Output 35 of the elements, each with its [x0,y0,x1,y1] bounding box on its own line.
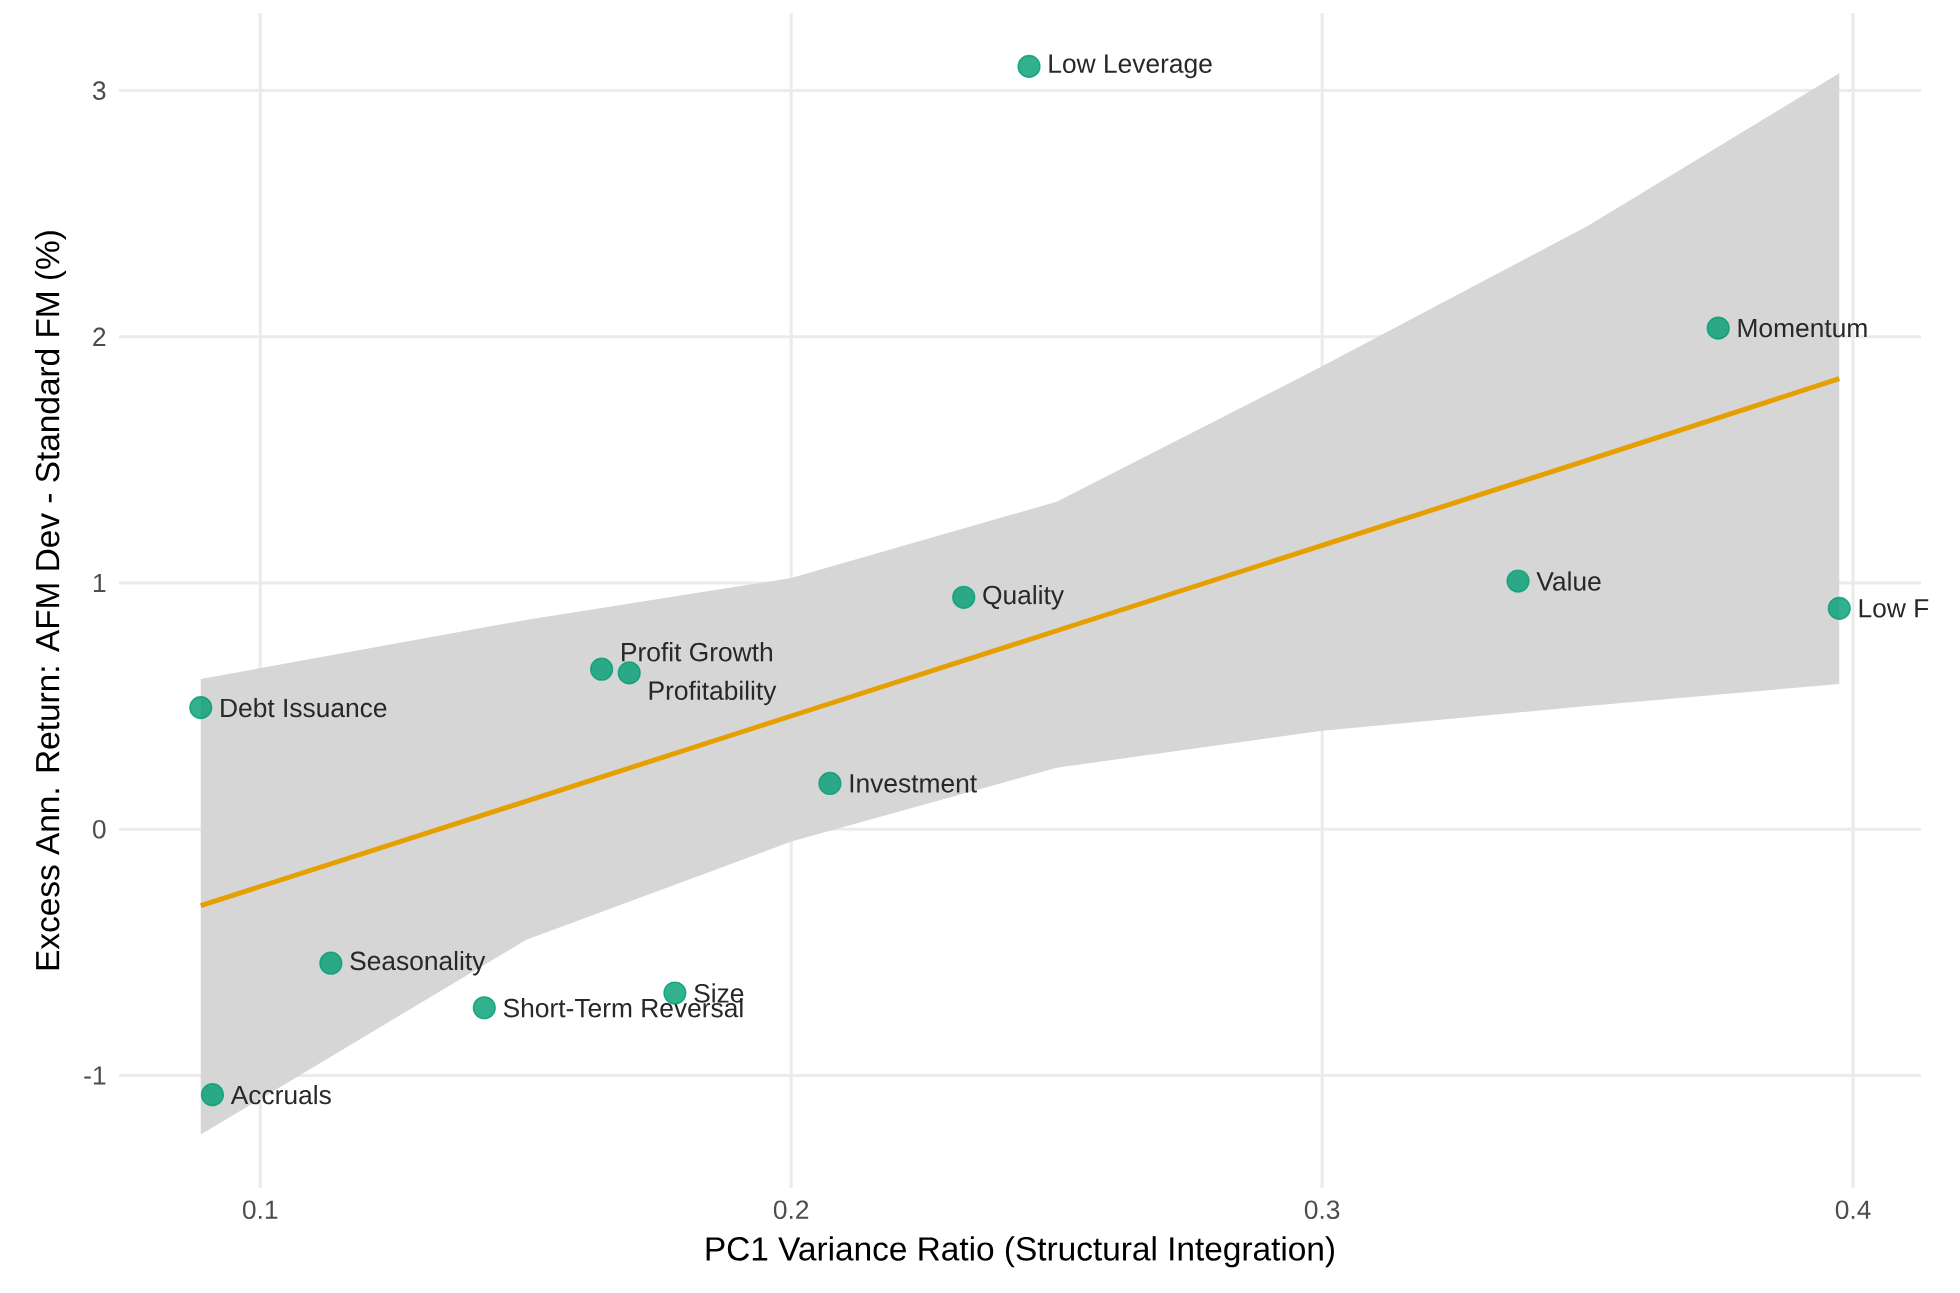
line-series [198,376,1842,909]
y-tick-label: 0 [92,819,106,839]
point [200,1083,225,1107]
x-tick-label: 0.2 [773,1200,809,1220]
y-tick-label: 2 [93,327,106,346]
point [319,951,343,975]
point [472,996,496,1020]
point [1506,569,1530,593]
y-axis-title: Excess Ann. Return: AFM Dev - Standard FM (%) [34,231,67,970]
y-tick-label: 3 [92,81,106,100]
annotation: Momentum [1738,318,1867,338]
x-axis-title: PC1 Variance Ratio (Structural Integration) [706,1236,1334,1268]
annotation: Low F [1859,599,1929,618]
point [952,585,976,609]
annotation: Profitability [649,680,777,706]
x-tick-label: 0.4 [1835,1200,1871,1220]
annotation: Seasonality [350,950,486,976]
x-tick-label: 0.3 [1304,1200,1340,1220]
point [1706,316,1730,340]
point [1827,596,1851,620]
y-tick-label: 1 [93,573,106,593]
point [617,661,641,685]
point [818,771,842,796]
annotation: Investment [850,774,977,793]
annotation: Value [1536,571,1601,591]
annotation: Quality [983,585,1064,610]
y-tick-label: -1 [84,1066,106,1085]
x-tick-label: 0.1 [242,1200,278,1220]
annotation: Debt Issuance [221,697,387,718]
annotation: Profit Growth [622,642,772,662]
point [1017,54,1041,79]
point [590,657,614,681]
annotation: Low Leverage [1049,54,1212,79]
annotation: Accruals [230,1085,331,1105]
point [189,696,213,720]
